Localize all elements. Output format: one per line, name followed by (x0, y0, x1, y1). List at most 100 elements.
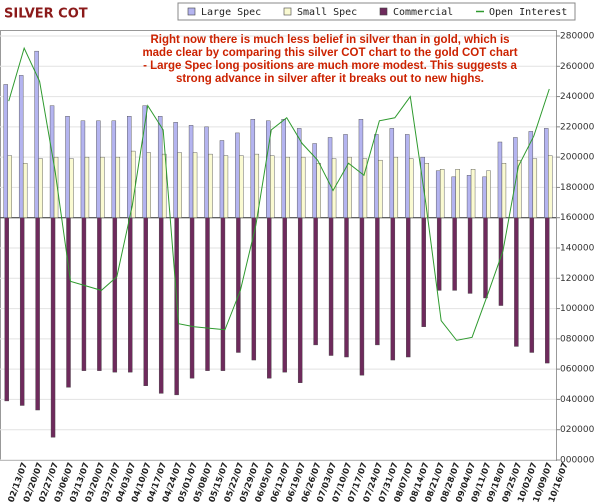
bar (173, 122, 178, 218)
y-tick-label: 260000 (560, 62, 595, 72)
bar (22, 162, 28, 218)
bar (4, 217, 9, 402)
y-tick-label: 160000 (560, 213, 595, 223)
bar (297, 217, 303, 383)
bar (282, 217, 287, 373)
bar (466, 175, 472, 218)
bar (420, 156, 425, 218)
bar (375, 217, 380, 346)
bar (219, 140, 225, 218)
annotation: Right now there is much less belief in s… (142, 34, 518, 85)
bar (312, 143, 317, 218)
chart-title: SILVER COT (4, 7, 88, 22)
bar (389, 128, 395, 218)
bar (482, 176, 487, 218)
bar (112, 217, 118, 373)
bar (393, 156, 399, 218)
bar (406, 217, 411, 358)
bar (501, 162, 507, 218)
y-tick-label: 220000 (560, 122, 595, 132)
bar (378, 159, 383, 218)
bar (470, 169, 476, 218)
bar (3, 84, 8, 218)
bar (486, 170, 491, 218)
legend-label: Open Interest (489, 7, 567, 18)
bar (97, 217, 102, 371)
bar (84, 156, 90, 218)
bar (38, 158, 43, 218)
bar (452, 217, 457, 291)
bar (143, 217, 148, 386)
bar (205, 217, 210, 371)
bar (158, 217, 164, 394)
bar (18, 75, 24, 218)
bar (405, 134, 410, 218)
legend-swatch (379, 7, 388, 16)
bar (455, 169, 460, 218)
bar (96, 120, 101, 218)
bar (436, 217, 442, 291)
bar (327, 137, 333, 218)
bar (204, 126, 209, 218)
y-tick-label: 100000 (560, 304, 595, 314)
bar (66, 217, 71, 388)
bar (344, 217, 349, 358)
y-tick-label: 280000 (560, 32, 595, 42)
bar (544, 128, 549, 218)
bar (483, 217, 488, 299)
y-tick-label: 020000 (560, 425, 595, 435)
bar (115, 156, 121, 218)
bar (251, 217, 257, 361)
bar (374, 134, 379, 218)
bar (328, 217, 334, 356)
bar (177, 152, 182, 218)
bar (161, 153, 167, 218)
y-tick-label: 140000 (560, 244, 595, 254)
legend-box (177, 2, 576, 21)
bar (192, 152, 198, 218)
bar (343, 134, 348, 218)
bar (532, 158, 538, 218)
y-tick-label: 180000 (560, 183, 595, 193)
bar (451, 176, 456, 218)
bar (390, 217, 396, 361)
y-tick-label: 040000 (560, 395, 595, 405)
y-tick-label: 200000 (560, 153, 595, 163)
bar (435, 170, 441, 218)
bar (548, 155, 553, 218)
bar (239, 155, 244, 218)
bar (266, 120, 271, 218)
bar (529, 217, 535, 353)
y-tick-label: 000000 (560, 456, 595, 466)
y-tick-label: 080000 (560, 334, 595, 344)
bar (281, 119, 286, 218)
legend-label: Large Spec (201, 7, 261, 18)
bar (300, 156, 306, 218)
bar (267, 217, 272, 379)
bar (7, 155, 12, 218)
bar (514, 217, 519, 347)
y-tick-label: 240000 (560, 92, 595, 102)
bar (421, 217, 426, 327)
bar (313, 217, 318, 346)
bar (65, 116, 70, 218)
bar (69, 158, 74, 218)
bar (19, 217, 25, 406)
bar (127, 116, 132, 218)
bar (146, 152, 151, 218)
bar (157, 116, 163, 218)
legend-label: Small Spec (297, 7, 357, 18)
legend-label: Commercial (393, 7, 453, 18)
y-tick-label: 060000 (560, 365, 595, 375)
bar (439, 169, 445, 218)
bar (358, 119, 364, 218)
bar (236, 217, 241, 353)
bar (347, 156, 352, 218)
bar (467, 217, 473, 294)
bar (80, 120, 86, 218)
bar (424, 162, 429, 218)
bar (223, 155, 229, 218)
